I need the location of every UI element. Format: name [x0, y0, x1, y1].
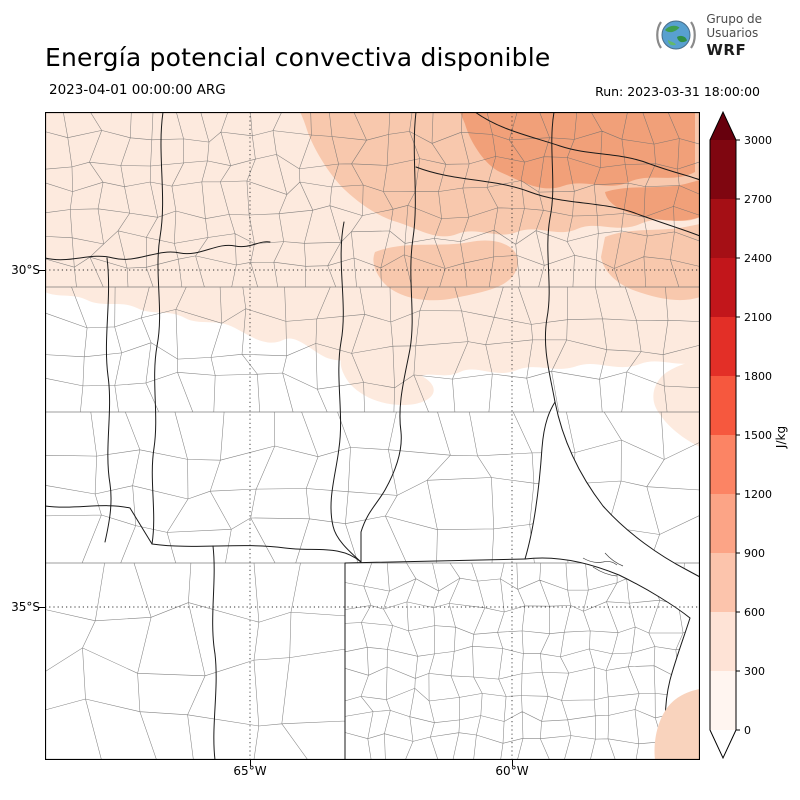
cape-shading-layer — [30, 104, 700, 447]
page-title: Energía potencial convectiva disponible — [45, 42, 551, 72]
colorbar-segment — [710, 671, 736, 731]
colorbar-tick-label: 2700 — [744, 193, 772, 206]
colorbar-segment — [710, 494, 736, 554]
colorbar-tick-label: 900 — [744, 547, 765, 560]
province-boundaries-layer — [44, 111, 701, 761]
lon-tick-60W: 60°W — [495, 764, 529, 778]
lat-tick-30S: 30°S — [11, 263, 40, 277]
colorbar-tick-label: 1800 — [744, 370, 772, 383]
colorbar-segment — [710, 140, 736, 200]
colorbar-tick-label: 3000 — [744, 134, 772, 147]
department-boundaries-layer — [44, 111, 701, 761]
map-canvas — [30, 104, 701, 761]
colorbar-segment — [710, 612, 736, 672]
colorbar-segment — [710, 317, 736, 377]
lon-tick-65W: 65°W — [233, 764, 267, 778]
wrf-logo: Grupo de Usuarios WRF — [653, 12, 762, 59]
colorbar-tick-label: 2100 — [744, 311, 772, 324]
colorbar-tick-label: 600 — [744, 606, 765, 619]
colorbar-tick-label: 300 — [744, 665, 765, 678]
parana-west-bank — [524, 401, 556, 560]
globe-icon — [656, 20, 697, 50]
parana-north-bank — [554, 401, 701, 578]
colorbar-tick-label: 2400 — [744, 252, 772, 265]
delta-channels — [592, 566, 618, 577]
logo-line1: Grupo de — [706, 12, 762, 26]
lat-tick-35S: 35°S — [11, 600, 40, 614]
colorbar-tick-label: 1500 — [744, 429, 772, 442]
lat-tickmark — [39, 270, 45, 271]
colorbar: 0 300 600 900 1200 1500 1800 2100 2400 2700 3000 — [708, 110, 800, 776]
delta-channels — [582, 557, 618, 566]
logo-line2: Usuarios — [706, 26, 759, 41]
colorbar-segment — [710, 258, 736, 318]
water-layer — [524, 401, 701, 761]
colorbar-tick-label: 1200 — [744, 488, 772, 501]
cape-map — [30, 104, 701, 761]
colorbar-over-arrow — [710, 112, 736, 140]
gridlines-layer — [45, 112, 700, 760]
lon-tickmark — [512, 760, 513, 766]
colorbar-svg: 0 300 600 900 1200 1500 1800 2100 2400 2700 3000 — [709, 110, 772, 760]
valid-time-label: 2023-04-01 00:00:00 ARG — [49, 82, 226, 98]
colorbar-segment — [710, 376, 736, 436]
colorbar-segment — [710, 435, 736, 495]
colorbar-unit-label: J/kg — [774, 425, 789, 449]
map-frame — [44, 111, 701, 761]
colorbar-under-arrow — [710, 730, 736, 758]
delta-channels — [604, 552, 624, 567]
colorbar-segment — [710, 199, 736, 259]
logo-wrf: WRF — [706, 40, 747, 59]
colorbar-tick-label: 0 — [744, 724, 751, 737]
lat-tickmark — [39, 607, 45, 608]
ocean-cape-patch — [654, 689, 700, 760]
colorbar-segment — [710, 553, 736, 613]
rio-de-la-plata-coastline — [524, 557, 691, 761]
logo-text: Grupo de Usuarios WRF — [706, 12, 762, 59]
run-time-label: Run: 2023-03-31 18:00:00 — [595, 84, 760, 99]
lon-tickmark — [250, 760, 251, 766]
